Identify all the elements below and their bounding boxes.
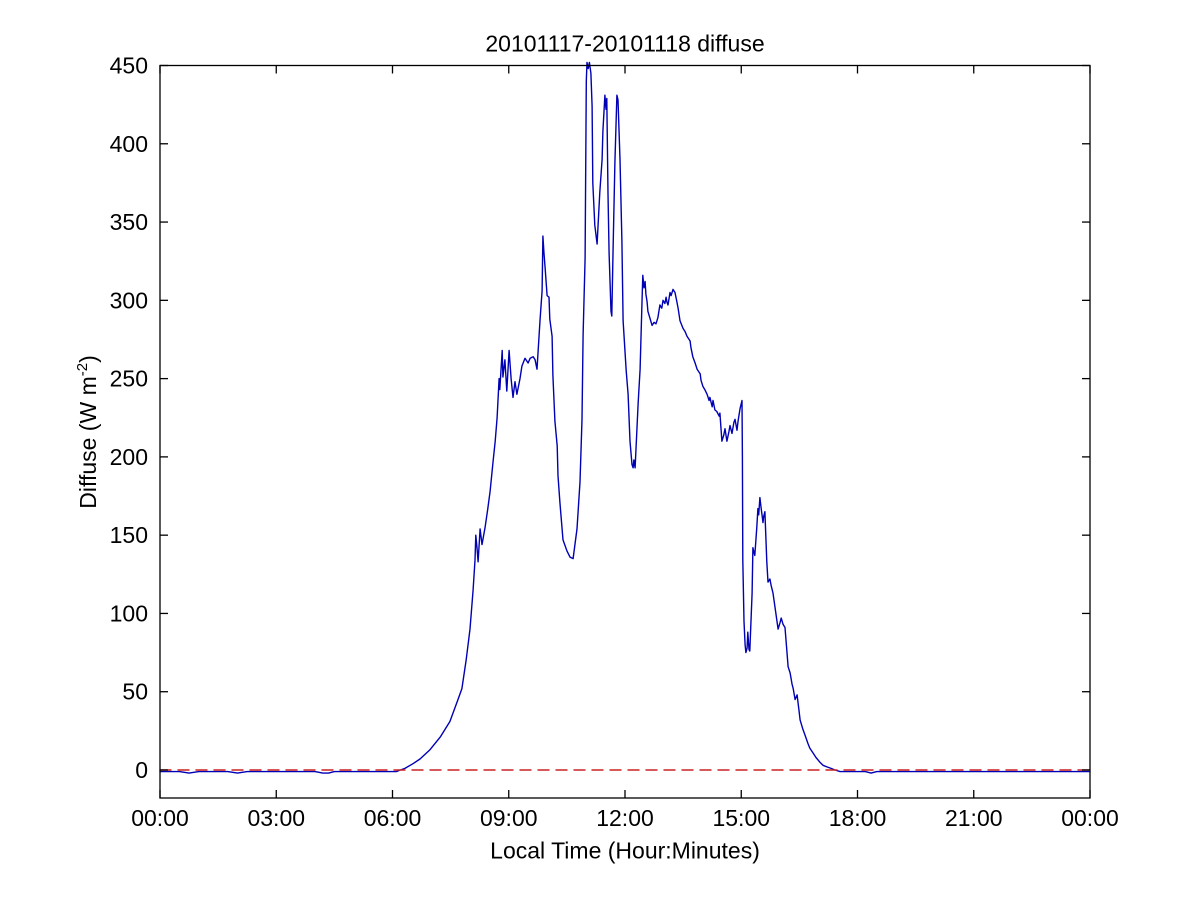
- chart-title: 20101117-20101118 diffuse: [485, 30, 765, 57]
- x-tick-label: 06:00: [364, 805, 422, 831]
- y-axis-label-text: Diffuse (W m: [74, 376, 101, 509]
- x-tick-label: 18:00: [829, 805, 887, 831]
- y-tick-label: 200: [110, 444, 148, 470]
- x-tick-label: 15:00: [712, 805, 770, 831]
- y-tick-label: 450: [110, 53, 148, 79]
- x-axis-label: Local Time (Hour:Minutes): [490, 837, 760, 864]
- diffuse-irradiance-line: [159, 61, 1091, 774]
- y-tick-label: 100: [110, 600, 148, 626]
- y-tick-label: 50: [122, 679, 148, 705]
- x-tick-label: 09:00: [480, 805, 538, 831]
- x-tick-label: 00:00: [131, 805, 189, 831]
- x-tick-label: 00:00: [1061, 805, 1119, 831]
- y-tick-label: 150: [110, 522, 148, 548]
- x-tick-label: 12:00: [596, 805, 654, 831]
- y-axis-label-close: ): [74, 355, 101, 363]
- y-tick-label: 400: [110, 131, 148, 157]
- y-tick-label: 350: [110, 209, 148, 235]
- y-axis-label: Diffuse (W m-2): [74, 355, 102, 509]
- x-tick-label: 03:00: [247, 805, 305, 831]
- axes-box: [159, 64, 1091, 799]
- x-tick-label: 21:00: [945, 805, 1003, 831]
- y-axis-label-superscript: -2: [74, 362, 92, 377]
- y-tick-label: 0: [135, 757, 148, 783]
- y-tick-label: 300: [110, 287, 148, 313]
- y-tick-label: 250: [110, 366, 148, 392]
